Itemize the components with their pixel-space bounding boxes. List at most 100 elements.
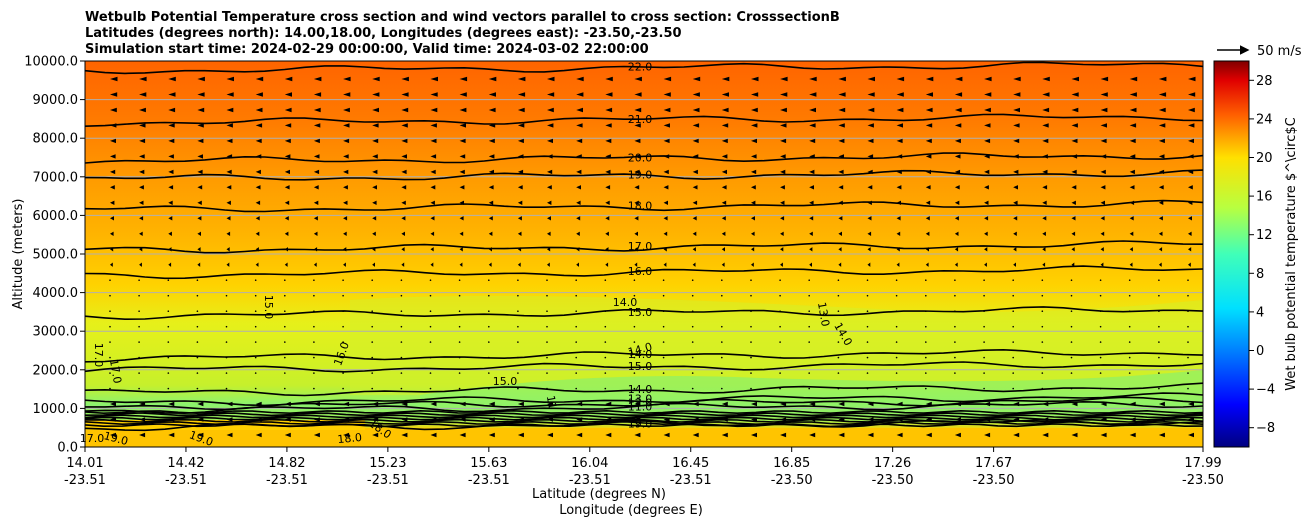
wind-vector [343, 231, 347, 236]
wind-vector [808, 387, 810, 390]
wind-vector [1070, 341, 1073, 343]
wind-vector [576, 401, 583, 407]
wind-vector [459, 138, 466, 144]
colorbar-scale [1213, 60, 1250, 448]
wind-vector [430, 169, 436, 175]
wind-vector [984, 107, 991, 113]
wind-vector [692, 231, 697, 236]
wind-vector [633, 387, 636, 390]
wind-vector [110, 247, 114, 252]
wind-vector [313, 92, 322, 97]
wind-vector [1158, 325, 1160, 328]
wind-vector [721, 154, 728, 159]
wind-vector [547, 169, 553, 175]
wind-vector [604, 325, 607, 328]
wind-vector [925, 325, 927, 328]
wind-vector [721, 310, 723, 313]
wind-vector [343, 200, 348, 205]
wind-vector [691, 310, 694, 313]
wind-vector [197, 123, 204, 128]
contour-label: 11.0 [628, 400, 653, 413]
wind-vector [634, 432, 641, 438]
contour-label: 22.0 [628, 61, 653, 74]
wind-vector [1042, 432, 1049, 438]
wind-vector [721, 417, 728, 422]
wind-vector [721, 169, 727, 175]
wind-vector [517, 169, 524, 175]
wind-vector [896, 417, 903, 422]
wind-vector [517, 247, 522, 252]
contour-line [84, 265, 1204, 280]
wind-vector [110, 123, 117, 128]
wind-vector [750, 387, 752, 390]
wind-vector [284, 107, 292, 113]
wind-vector [1042, 154, 1048, 159]
wind-vector [575, 387, 577, 390]
x-tick-label-lat: 14.01 [66, 456, 103, 471]
wind-vector [546, 356, 548, 359]
wind-vector [167, 279, 170, 282]
wind-vector [459, 92, 467, 97]
wind-vector [430, 138, 437, 144]
wind-vector [984, 185, 989, 190]
wind-vector [837, 341, 840, 343]
wind-vector [604, 310, 607, 313]
wind-vector [634, 123, 641, 128]
wind-vector [983, 356, 985, 359]
wind-vector [372, 138, 379, 144]
wind-vector [779, 372, 781, 374]
wind-vector [1071, 247, 1075, 252]
wind-vector [430, 401, 437, 407]
x-tick-label-lon: -23.51 [266, 473, 308, 488]
wind-vector [838, 107, 846, 113]
wind-vector [925, 169, 931, 175]
wind-vector [1041, 372, 1044, 374]
wind-vector [576, 76, 584, 82]
wind-vector [139, 432, 146, 438]
wind-vector [1100, 154, 1107, 159]
wind-vector [1013, 185, 1018, 190]
wind-vector [110, 138, 116, 144]
wind-vector [867, 432, 874, 438]
wind-vector [371, 356, 374, 359]
wind-vector [605, 123, 612, 128]
x-tick-label-lon: -23.51 [64, 473, 106, 488]
wind-vector [401, 92, 409, 97]
wind-vector [546, 310, 548, 313]
wind-vector [1099, 310, 1102, 313]
wind-vector [780, 262, 783, 267]
wind-vector [1099, 341, 1102, 343]
wind-vector [372, 432, 379, 438]
wind-vectors [109, 76, 1196, 438]
wind-vector [925, 372, 927, 374]
wind-vector [313, 231, 318, 236]
wind-vector [342, 294, 344, 297]
wind-vector [284, 325, 286, 328]
wind-vector [605, 432, 612, 438]
wind-vector [1013, 107, 1020, 113]
wind-vector [401, 76, 409, 82]
inline-contour-label: 17.0 [107, 358, 124, 384]
wind-vector [1128, 294, 1131, 297]
wind-vector [808, 279, 810, 282]
wind-vector [1013, 169, 1019, 175]
wind-vector [634, 169, 640, 175]
wind-vector [925, 123, 933, 128]
wind-vector [488, 92, 496, 97]
chart-title-line-1: Wetbulb Potential Temperature cross sect… [85, 10, 840, 25]
wind-vector [954, 76, 963, 82]
wind-vector [313, 325, 315, 328]
wind-vector [226, 169, 232, 175]
wind-vector [1042, 231, 1046, 236]
wind-vector [110, 432, 116, 438]
wind-vector [196, 279, 199, 282]
wind-vector [1013, 262, 1016, 267]
wind-vector [371, 341, 374, 343]
wind-vector [110, 154, 116, 159]
wind-vector [225, 341, 228, 343]
wind-vector [313, 417, 320, 422]
wind-vector [895, 325, 898, 328]
wind-vector [576, 123, 583, 128]
wind-vector [429, 341, 432, 343]
wind-vector [692, 169, 698, 175]
